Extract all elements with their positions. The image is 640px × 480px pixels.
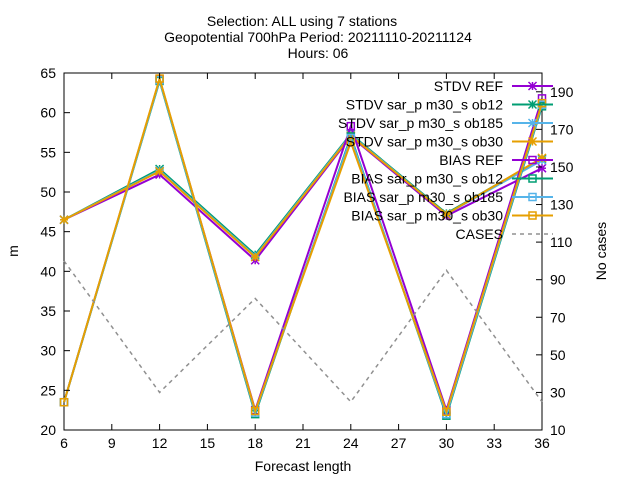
x-tick-label: 33: [486, 435, 502, 451]
data-point: [346, 137, 356, 147]
legend: STDV REF STDV sar_p m30_s ob12 STDV sar_p …: [338, 78, 553, 242]
x-tick-label: 9: [108, 435, 116, 451]
series-9: [63, 260, 543, 403]
series-layer: [59, 74, 547, 420]
y-tick-label: 50: [40, 184, 56, 200]
x-tick-label: 12: [152, 435, 168, 451]
y2-axis-label: No cases: [593, 222, 609, 280]
series-line: [63, 74, 543, 415]
data-point: [537, 163, 547, 173]
x-tick-label: 15: [200, 435, 216, 451]
legend-marker: [527, 118, 538, 128]
legend-marker: [528, 211, 537, 220]
y-tick-label: 25: [40, 382, 56, 398]
x-tick-label: 36: [534, 435, 550, 451]
legend-label: STDV sar_p m30_s ob30: [346, 134, 503, 150]
y-tick-label: 35: [40, 303, 56, 319]
data-point: [250, 252, 260, 262]
legend-marker: [527, 81, 538, 91]
legend-marker: [528, 174, 537, 183]
data-point: [155, 166, 165, 176]
x-tick-label: 18: [247, 435, 263, 451]
y2-tick-label: 150: [550, 159, 574, 175]
legend-label: BIAS sar_p m30_s ob30: [351, 208, 503, 224]
y-tick-label: 40: [40, 263, 56, 279]
y2-tick-label: 130: [550, 197, 574, 213]
x-axis-label: Forecast length: [255, 458, 352, 474]
data-point: [441, 209, 451, 219]
series-line: [63, 134, 543, 259]
y2-tick-label: 50: [550, 347, 566, 363]
legend-marker: [528, 192, 537, 202]
y-tick-label: 65: [40, 65, 56, 81]
legend-label: BIAS sar_p m30_s ob12: [351, 171, 503, 187]
series-line: [63, 77, 543, 419]
y2-tick-label: 110: [550, 234, 573, 250]
y-tick-label: 45: [40, 224, 56, 240]
series-line: [63, 135, 543, 262]
y2-tick-label: 90: [550, 272, 566, 288]
y2-tick-label: 190: [550, 84, 574, 100]
data-point: [346, 121, 356, 131]
legend-marker: [528, 155, 537, 165]
data-point: [59, 397, 69, 407]
y2-tick-label: 70: [550, 309, 566, 325]
y-tick-label: 60: [40, 105, 56, 121]
legend-label: CASES: [456, 226, 503, 242]
series-line: [63, 260, 543, 403]
y-tick-label: 55: [40, 144, 56, 160]
x-tick-label: 27: [391, 435, 407, 451]
data-point: [59, 215, 69, 225]
chart-title-line-3: Hours: 06: [288, 45, 349, 61]
ticks-layer: 6 9 12 15 18 21 24 27 30 33 36 20 25 30 35 40 45 50 55 60 65…: [40, 65, 573, 451]
y-tick-label: 20: [40, 422, 56, 438]
data-point: [537, 98, 547, 108]
legend-label: STDV REF: [434, 78, 503, 94]
x-tick-label: 30: [439, 435, 455, 451]
y-axis-label: m: [5, 245, 21, 257]
data-point: [442, 407, 451, 417]
chart-title-line-2: Geopotential 700hPa Period: 20211110-202…: [164, 29, 472, 45]
y2-tick-label: 170: [550, 121, 574, 137]
chart-title-line-1: Selection: ALL using 7 stations: [207, 13, 397, 29]
legend-label: BIAS sar_p m30_s ob185: [343, 189, 503, 205]
x-tick-label: 24: [343, 435, 359, 451]
legend-label: STDV sar_p m30_s ob12: [346, 97, 503, 113]
x-tick-label: 6: [60, 435, 68, 451]
y2-tick-label: 30: [550, 384, 566, 400]
legend-label: BIAS REF: [439, 152, 503, 168]
legend-marker: [527, 136, 538, 147]
y2-tick-label: 10: [550, 422, 566, 438]
legend-label: STDV sar_p m30_s ob185: [338, 115, 503, 131]
x-tick-label: 21: [295, 435, 311, 451]
legend-marker: [527, 99, 538, 110]
y-tick-label: 30: [40, 343, 56, 359]
data-point: [250, 406, 260, 416]
